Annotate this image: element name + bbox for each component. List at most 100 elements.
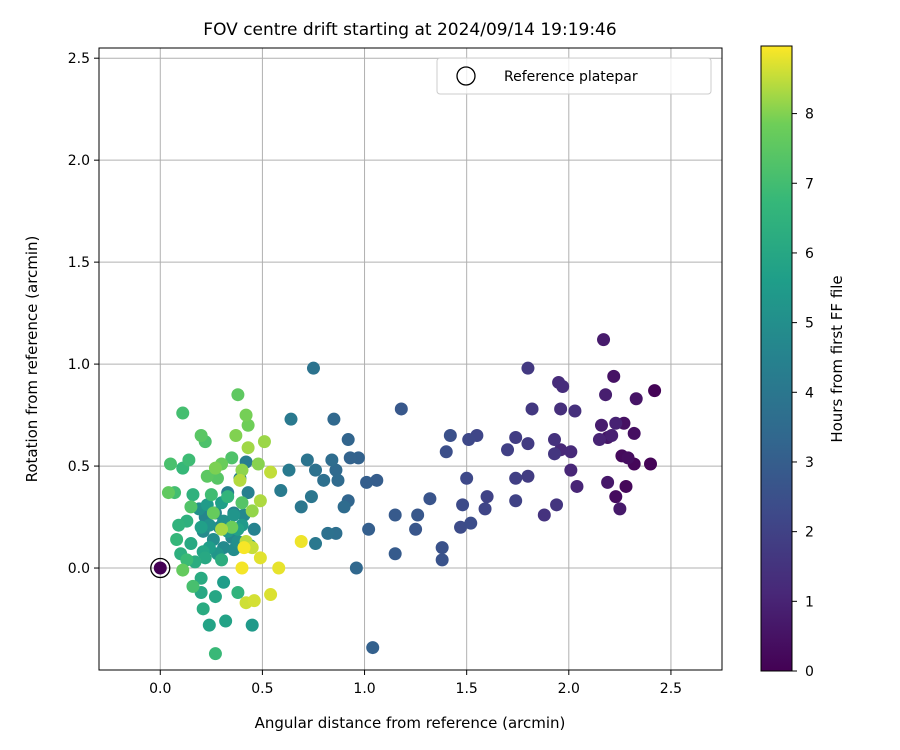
data-point — [184, 500, 198, 514]
reference-ring — [150, 557, 171, 579]
data-point — [509, 494, 523, 508]
data-point — [264, 465, 278, 479]
data-point — [331, 473, 345, 487]
data-point — [186, 488, 200, 502]
data-point — [349, 561, 363, 575]
data-point — [194, 428, 208, 442]
colorbar-ticks: 0 1 2 3 4 5 6 7 8 — [792, 107, 814, 680]
colorbar-label: Hours from first FF file — [828, 275, 846, 442]
data-point — [509, 431, 523, 445]
data-point — [221, 490, 235, 504]
data-point — [366, 641, 380, 655]
data-point — [439, 445, 453, 459]
data-point — [341, 433, 355, 447]
data-point — [627, 426, 641, 440]
data-point — [210, 471, 224, 485]
data-point — [227, 508, 241, 522]
data-point — [215, 522, 229, 536]
data-point — [521, 361, 535, 375]
data-point — [337, 500, 351, 514]
data-point — [284, 412, 298, 426]
data-point — [554, 402, 568, 416]
reference-point — [153, 561, 167, 575]
data-point — [362, 522, 376, 536]
data-point — [235, 561, 249, 575]
y-axis-label: Rotation from reference (arcmin) — [23, 236, 41, 483]
data-point — [613, 502, 627, 516]
reference-marker — [150, 557, 171, 579]
data-point — [550, 498, 564, 512]
data-point — [208, 647, 222, 661]
data-point — [219, 614, 233, 628]
data-point — [609, 416, 623, 430]
data-point — [198, 551, 212, 565]
data-point — [609, 490, 623, 504]
data-point — [509, 471, 523, 485]
data-point — [208, 590, 222, 604]
data-point — [247, 594, 261, 608]
data-point — [317, 473, 331, 487]
data-point — [225, 520, 239, 534]
data-point — [200, 469, 214, 483]
data-point — [253, 494, 267, 508]
data-point — [309, 537, 323, 551]
data-point — [239, 408, 253, 422]
data-point — [648, 384, 662, 398]
legend-box — [436, 57, 712, 95]
data-point — [163, 457, 177, 471]
data-point — [237, 541, 251, 555]
x-tick-label: 0.0 — [149, 681, 171, 697]
data-point — [443, 428, 457, 442]
x-tick-label: 0.5 — [251, 681, 273, 697]
data-point — [329, 463, 343, 477]
data-point — [321, 526, 335, 540]
data-point — [294, 535, 308, 549]
colorbar-tick-label: 1 — [805, 594, 814, 610]
data-point — [176, 406, 190, 420]
colorbar-tick-label: 4 — [805, 385, 814, 401]
data-point — [245, 618, 259, 632]
y-tick-label: 0.5 — [68, 459, 90, 475]
data-point — [570, 479, 584, 493]
data-point — [521, 469, 535, 483]
data-point — [304, 490, 318, 504]
data-point — [388, 547, 402, 561]
data-point — [182, 453, 196, 467]
x-tick-label: 1.5 — [456, 681, 478, 697]
scatter-points — [161, 333, 662, 661]
x-axis-label: Angular distance from reference (arcmin) — [255, 714, 566, 732]
data-point — [245, 504, 259, 518]
colorbar-tick-label: 2 — [805, 525, 814, 541]
data-point — [548, 433, 562, 447]
legend-reference-icon — [456, 66, 476, 86]
data-point — [235, 463, 249, 477]
data-point — [300, 453, 314, 467]
data-point — [264, 588, 278, 602]
data-point — [644, 457, 658, 471]
data-point — [272, 561, 286, 575]
data-point — [564, 445, 578, 459]
data-point — [435, 541, 449, 555]
data-point — [176, 563, 190, 577]
data-point — [411, 508, 425, 522]
data-point — [231, 388, 245, 402]
data-point — [180, 553, 194, 567]
data-point — [241, 418, 255, 432]
data-point — [594, 418, 608, 432]
colorbar-tick-label: 7 — [805, 176, 814, 192]
plot-frame — [98, 47, 723, 671]
x-axis-ticks: 0.0 0.5 1.0 1.5 2.0 2.5 — [149, 670, 682, 697]
data-point — [464, 516, 478, 530]
data-point — [621, 451, 635, 465]
chart-title: FOV centre drift starting at 2024/09/14 … — [203, 20, 616, 40]
data-point — [564, 463, 578, 477]
y-axis-ticks: 0.0 0.5 1.0 1.5 2.0 2.5 — [68, 51, 99, 577]
data-point — [343, 451, 357, 465]
data-point — [360, 475, 374, 489]
data-point — [217, 575, 231, 589]
data-point — [394, 402, 408, 416]
data-point — [204, 488, 218, 502]
data-point — [231, 586, 245, 600]
data-point — [568, 404, 582, 418]
